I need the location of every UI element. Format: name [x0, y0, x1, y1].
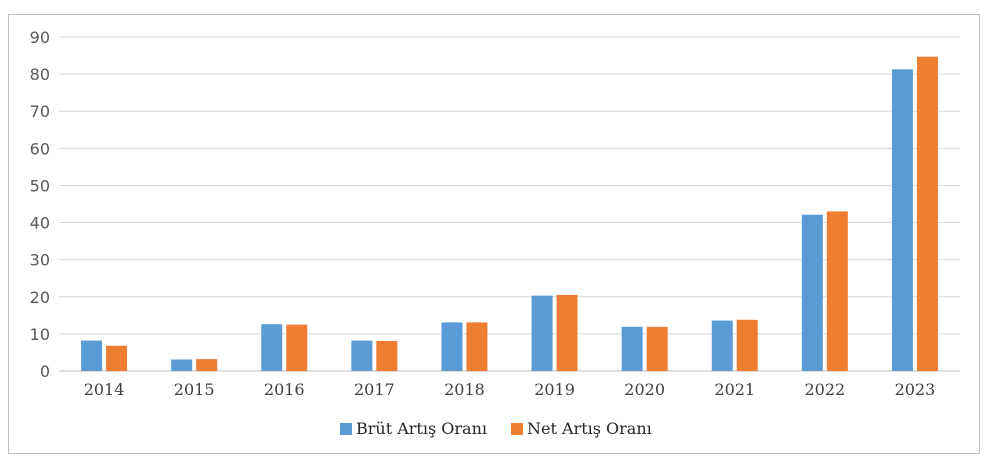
x-tick-label: 2020	[624, 380, 665, 399]
bars	[81, 56, 938, 372]
bar-2015-series-2	[196, 359, 218, 371]
bar-2022-series-1	[801, 214, 823, 371]
legend-swatch-2	[511, 423, 523, 435]
legend-swatch-1	[340, 423, 352, 435]
legend-label-1: Brüt Artış Oranı	[356, 419, 487, 438]
x-axis-tick-labels: 2014 2015 2016 2017 2018 2019 2020 2021 2022 2023	[84, 380, 936, 399]
bar-2023-series-2	[916, 56, 938, 372]
y-tick-label: 90	[30, 28, 50, 47]
x-tick-label: 2022	[804, 380, 845, 399]
y-tick-label: 60	[30, 139, 50, 158]
bar-2021-series-2	[736, 319, 758, 371]
bar-2016-series-2	[286, 324, 308, 371]
x-tick-label: 2017	[354, 380, 395, 399]
bar-2016-series-1	[261, 324, 283, 371]
bar-2018-series-2	[466, 322, 488, 371]
x-tick-label: 2018	[444, 380, 485, 399]
y-tick-label: 80	[30, 65, 50, 84]
bar-2015-series-1	[171, 359, 193, 371]
y-tick-label: 0	[40, 362, 50, 381]
y-tick-label: 50	[30, 176, 50, 195]
bar-2017-series-1	[351, 340, 373, 371]
bar-2021-series-1	[711, 320, 733, 371]
bar-2020-series-2	[646, 326, 668, 371]
y-axis-tick-labels: 0 10 20 30 40 50 60 70 80 90	[30, 28, 50, 381]
y-tick-label: 10	[30, 325, 50, 344]
x-tick-label: 2016	[264, 380, 305, 399]
bar-2014-series-1	[81, 340, 103, 371]
y-tick-label: 70	[30, 102, 50, 121]
legend-label-2: Net Artış Oranı	[527, 419, 652, 438]
bar-2019-series-1	[531, 295, 553, 371]
bar-2018-series-1	[441, 322, 463, 371]
bar-2020-series-1	[621, 326, 643, 371]
bar-2014-series-2	[106, 345, 128, 371]
gridlines	[59, 36, 960, 372]
legend: Brüt Artış Oranı Net Artış Oranı	[340, 419, 652, 438]
y-tick-label: 40	[30, 214, 50, 233]
x-tick-label: 2019	[534, 380, 575, 399]
bar-2017-series-2	[376, 340, 398, 371]
x-tick-label: 2015	[174, 380, 215, 399]
bar-2019-series-2	[556, 294, 578, 371]
x-tick-label: 2014	[84, 380, 125, 399]
y-tick-label: 30	[30, 251, 50, 270]
bar-2023-series-1	[891, 69, 913, 371]
bar-2022-series-2	[826, 211, 848, 371]
y-tick-label: 20	[30, 288, 50, 307]
x-tick-label: 2023	[895, 380, 936, 399]
x-tick-label: 2021	[714, 380, 755, 399]
